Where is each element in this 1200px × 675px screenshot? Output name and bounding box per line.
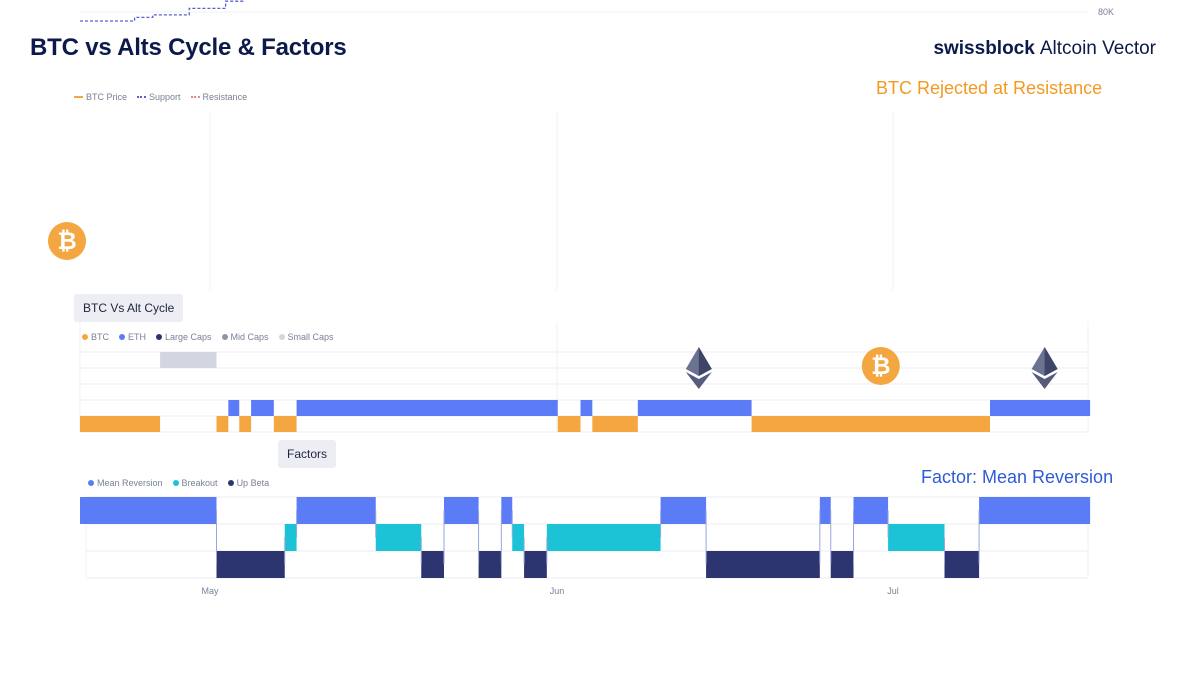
factor-segment-mean-reversion xyxy=(819,497,831,524)
bitcoin-icon-circle xyxy=(861,347,900,385)
cycle-segment-eth xyxy=(637,400,752,416)
cycle-segment-eth xyxy=(228,400,240,416)
brand-rest: Altcoin Vector xyxy=(1039,38,1156,59)
cycle-segment-small-caps xyxy=(160,352,217,368)
factor-segment-up-beta xyxy=(421,551,444,578)
price-legend: BTC Price Support Resistance xyxy=(74,92,247,102)
brand-bold: swissblock xyxy=(933,38,1035,59)
support-line xyxy=(80,0,245,22)
page-title: BTC vs Alts Cycle & Factors xyxy=(30,34,347,61)
cycle-segment-btc xyxy=(557,416,581,432)
legend-item-up-beta[interactable]: Up Beta xyxy=(227,478,269,488)
cycle-segment-eth xyxy=(990,400,1091,416)
cycle-segment-eth xyxy=(251,400,274,416)
legend-item-small-caps[interactable]: Small Caps xyxy=(278,332,334,342)
factor-segment-up-beta xyxy=(706,551,820,578)
ethereum-icon-bottom xyxy=(1031,372,1058,389)
bitcoin-icon-glyph: ₿ xyxy=(57,228,76,255)
factor-segment-up-beta xyxy=(216,551,285,578)
legend-item-support[interactable]: Support xyxy=(137,92,181,102)
factor-segment-up-beta xyxy=(830,551,854,578)
factor-segment-mean-reversion xyxy=(501,497,513,524)
ethereum-icon xyxy=(685,347,712,389)
legend-item-btc-price[interactable]: BTC Price xyxy=(74,92,127,102)
factor-segment-breakout xyxy=(888,524,945,551)
cycle-segment-btc xyxy=(80,416,161,432)
factor-segment-breakout xyxy=(512,524,525,551)
legend-item-mid-caps[interactable]: Mid Caps xyxy=(221,332,269,342)
bitcoin-icon-glyph: ₿ xyxy=(871,353,890,380)
cycle-section-label: BTC Vs Alt Cycle xyxy=(74,294,184,322)
factor-segment-breakout xyxy=(546,524,661,551)
legend-item-resistance[interactable]: Resistance xyxy=(190,92,247,102)
legend-item-eth[interactable]: ETH xyxy=(119,332,146,342)
factor-segment-mean-reversion xyxy=(444,497,479,524)
factors-legend: Mean Reversion Breakout Up Beta xyxy=(88,478,269,488)
factor-segment-mean-reversion xyxy=(296,497,376,524)
x-tick-label: May xyxy=(201,586,219,596)
cycle-segment-btc xyxy=(239,416,252,432)
bitcoin-icon: ₿ xyxy=(861,347,900,385)
factor-segment-up-beta xyxy=(524,551,547,578)
cycle-segment-btc xyxy=(751,416,990,432)
legend-item-mean-reversion[interactable]: Mean Reversion xyxy=(88,478,163,488)
bitcoin-icon: ₿ xyxy=(48,222,86,260)
y-tick-label: 80K xyxy=(1098,7,1114,17)
factor-segment-breakout xyxy=(284,524,297,551)
factor-segment-mean-reversion xyxy=(80,497,217,524)
ethereum-icon-shade xyxy=(698,347,712,376)
factor-segment-mean-reversion xyxy=(660,497,707,524)
cycle-legend: BTC ETH Large Caps Mid Caps Small Caps xyxy=(82,332,334,342)
brand-logo: swissblock Altcoin Vector xyxy=(933,38,1156,60)
factor-segment-up-beta xyxy=(944,551,980,578)
ethereum-icon-bottom xyxy=(685,372,712,389)
annotation-rejected: BTC Rejected at Resistance xyxy=(876,78,1103,98)
x-tick-label: Jun xyxy=(550,586,565,596)
cycle-segment-btc xyxy=(592,416,638,432)
cycle-segment-eth xyxy=(296,400,558,416)
factor-segment-mean-reversion xyxy=(853,497,889,524)
legend-item-btc[interactable]: BTC xyxy=(82,332,109,342)
cycle-segment-eth xyxy=(580,400,593,416)
factor-segment-mean-reversion xyxy=(979,497,1091,524)
ethereum-icon-shade xyxy=(1044,347,1058,376)
ethereum-icon xyxy=(1031,347,1058,389)
legend-item-large-caps[interactable]: Large Caps xyxy=(156,332,212,342)
factors-section-label: Factors xyxy=(278,440,337,468)
factor-segment-breakout xyxy=(375,524,422,551)
bitcoin-icon-circle xyxy=(48,222,86,260)
x-tick-label: Jul xyxy=(887,586,899,596)
factor-segment-up-beta xyxy=(478,551,502,578)
legend-item-breakout[interactable]: Breakout xyxy=(172,478,218,488)
annotation-factor: Factor: Mean Reversion xyxy=(921,467,1114,487)
cycle-segment-btc xyxy=(273,416,297,432)
cycle-segment-btc xyxy=(216,416,229,432)
